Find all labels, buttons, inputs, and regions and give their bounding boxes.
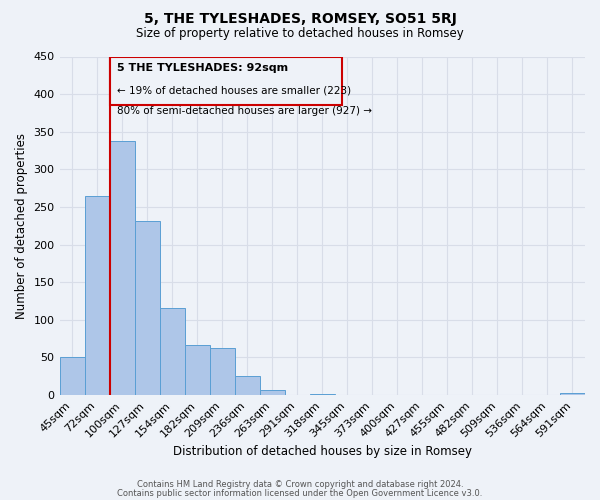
FancyBboxPatch shape [110, 56, 342, 106]
Bar [235, 376, 260, 395]
Bar [260, 390, 285, 395]
Bar [134, 220, 160, 395]
Text: Contains HM Land Registry data © Crown copyright and database right 2024.: Contains HM Land Registry data © Crown c… [137, 480, 463, 489]
Bar [185, 346, 209, 395]
Text: Size of property relative to detached houses in Romsey: Size of property relative to detached ho… [136, 28, 464, 40]
Y-axis label: Number of detached properties: Number of detached properties [15, 133, 28, 319]
Text: 5, THE TYLESHADES, ROMSEY, SO51 5RJ: 5, THE TYLESHADES, ROMSEY, SO51 5RJ [143, 12, 457, 26]
Bar [160, 308, 185, 395]
Bar [209, 348, 235, 395]
Text: ← 19% of detached houses are smaller (223): ← 19% of detached houses are smaller (22… [118, 86, 352, 96]
Bar [310, 394, 335, 395]
Bar [59, 358, 85, 395]
Bar [85, 196, 110, 395]
Bar [110, 141, 134, 395]
Text: 5 THE TYLESHADES: 92sqm: 5 THE TYLESHADES: 92sqm [118, 64, 289, 74]
Bar [560, 393, 585, 395]
X-axis label: Distribution of detached houses by size in Romsey: Distribution of detached houses by size … [173, 444, 472, 458]
Text: 80% of semi-detached houses are larger (927) →: 80% of semi-detached houses are larger (… [118, 106, 373, 116]
Text: Contains public sector information licensed under the Open Government Licence v3: Contains public sector information licen… [118, 488, 482, 498]
